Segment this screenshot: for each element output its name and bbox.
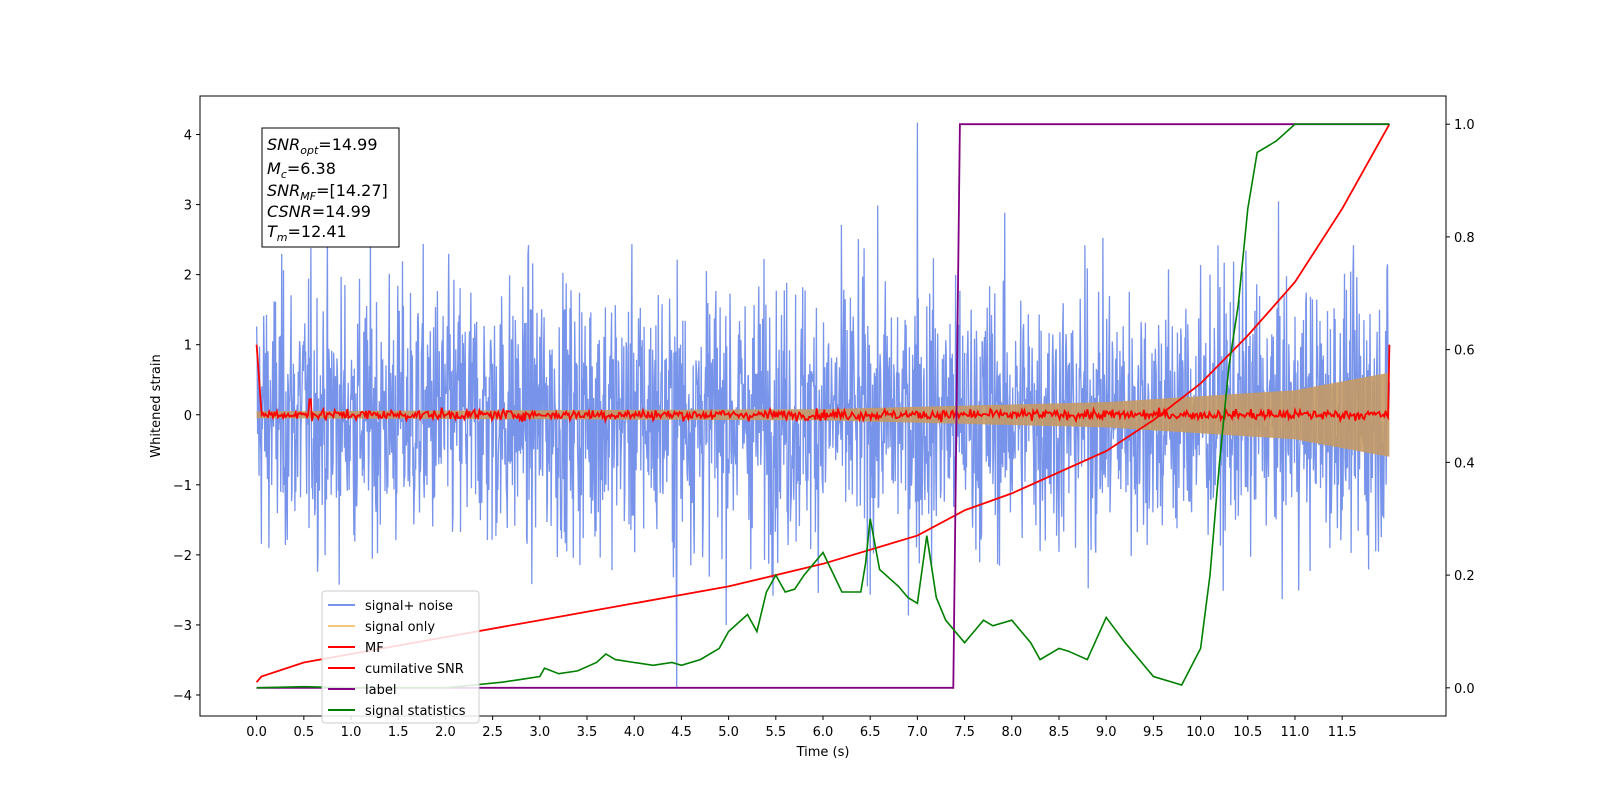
y-right-tick-label: 0.2	[1454, 569, 1475, 584]
series-label	[256, 123, 1390, 689]
y-left-tick-label: −3	[173, 619, 192, 634]
info-line-snr-opt: SNRopt=14.99	[267, 135, 378, 157]
y-right-tick-label: 1.0	[1454, 118, 1475, 133]
info-line-snr-mf: SNRMF=[14.27]	[267, 181, 388, 203]
y-left-tick-label: −4	[173, 689, 192, 704]
y-left-tick-label: 0	[184, 409, 192, 424]
legend-label: label	[365, 683, 396, 698]
y-left-tick-label: 2	[184, 269, 192, 284]
x-axis-label: Time (s)	[796, 745, 850, 760]
legend-frame	[321, 590, 480, 724]
y-right-tick-label: 0.4	[1454, 456, 1475, 471]
legend-label: signal+ noise	[365, 599, 453, 614]
info-box-frame	[261, 127, 400, 248]
legend-label: signal statistics	[365, 704, 466, 719]
y-axis-label: Whitened strain	[149, 354, 164, 457]
x-tick-label: 1.5	[388, 725, 409, 740]
legend-entries: signal+ noise signal only MF cumilative SNR…	[328, 599, 466, 719]
x-tick-label: 0.5	[293, 725, 314, 740]
x-tick-label: 3.5	[577, 725, 598, 740]
x-tick-label: 4.0	[624, 725, 645, 740]
x-tick-label: 5.5	[765, 725, 786, 740]
x-tick-label: 8.0	[1001, 725, 1022, 740]
x-tick-label: 0.0	[246, 725, 267, 740]
y-right-tick-label: 0.6	[1454, 344, 1475, 359]
x-tick-label: 1.0	[341, 725, 362, 740]
y-right-tick-label: 0.8	[1454, 231, 1475, 246]
x-tick-label: 7.0	[907, 725, 928, 740]
y-left-tick-label: 3	[184, 199, 192, 214]
y-left-tick-label: −2	[173, 549, 192, 564]
x-tick-label: 9.0	[1096, 725, 1117, 740]
series-mf	[255, 344, 1391, 425]
y-left-tick-label: 1	[184, 339, 192, 354]
x-tick-label: 3.0	[529, 725, 550, 740]
legend-label: cumilative SNR	[365, 662, 464, 677]
y-left-tick-label: −1	[173, 479, 192, 494]
x-tick-label: 2.0	[435, 725, 456, 740]
x-tick-label: 8.5	[1049, 725, 1070, 740]
series-signal-statistics	[256, 123, 1390, 689]
x-tick-label: 10.5	[1233, 725, 1262, 740]
x-tick-label: 11.5	[1328, 725, 1357, 740]
x-tick-label: 10.0	[1186, 725, 1215, 740]
x-tick-label: 9.5	[1143, 725, 1164, 740]
x-tick-label: 7.5	[954, 725, 975, 740]
legend: signal+ noise signal only MF cumilative SNR…	[321, 590, 480, 724]
info-line-csnr: CSNR=14.99	[267, 202, 371, 221]
x-tick-label: 6.5	[860, 725, 881, 740]
series-signal-noise	[255, 122, 1391, 689]
ticks-layer: 0.0 0.5 1.0 1.5 2.0 2.5 3.0 3.5 4.0 4.5 5.0 5.5 6.0 6…	[173, 118, 1475, 740]
legend-label: MF	[365, 641, 384, 656]
y-right-tick-label: 0.0	[1454, 682, 1475, 697]
y-left-tick-label: 4	[184, 129, 192, 144]
x-tick-label: 2.5	[482, 725, 503, 740]
info-line-tm: Tm=12.41	[267, 222, 347, 244]
legend-label: signal only	[365, 620, 435, 635]
x-tick-label: 4.5	[671, 725, 692, 740]
x-tick-label: 11.0	[1280, 725, 1309, 740]
x-tick-label: 5.0	[718, 725, 739, 740]
info-box: SNRopt=14.99 Mc=6.38 SNRMF=[14.27] CSNR=…	[261, 127, 400, 248]
info-line-mc: Mc=6.38	[267, 159, 336, 181]
x-tick-label: 6.0	[813, 725, 834, 740]
